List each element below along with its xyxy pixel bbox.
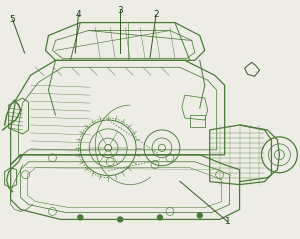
Circle shape [118, 217, 123, 222]
Text: 3: 3 [117, 6, 123, 15]
Circle shape [158, 215, 162, 220]
Text: 1: 1 [225, 217, 230, 226]
Text: 5: 5 [10, 15, 16, 24]
Text: 4: 4 [76, 11, 81, 19]
Circle shape [197, 213, 202, 218]
Circle shape [78, 215, 83, 220]
Bar [190, 115, 205, 127]
Text: 2: 2 [153, 11, 159, 19]
